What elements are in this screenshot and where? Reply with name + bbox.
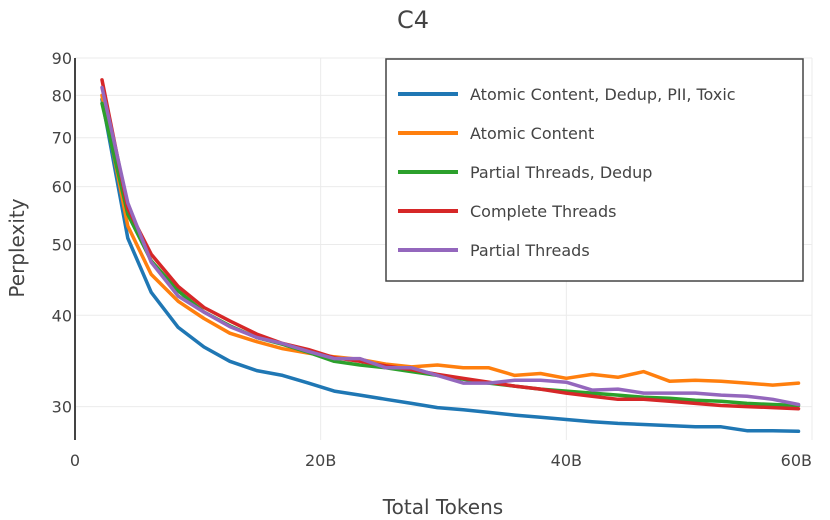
x-tick-label: 60B: [781, 451, 812, 470]
legend-entry-3: Complete Threads: [470, 202, 616, 221]
y-tick-label: 40: [52, 306, 72, 325]
legend-entry-4: Partial Threads: [470, 241, 590, 260]
chart-title: C4: [397, 6, 429, 34]
legend-entry-1: Atomic Content: [470, 124, 594, 143]
legend: Atomic Content, Dedup, PII, Toxic Atomic …: [385, 58, 804, 282]
series-lines: [100, 78, 801, 434]
y-tick-label: 70: [52, 129, 72, 148]
tick-labels: 30 40 50 60 70 80 90 0 20B 40B 60B: [52, 49, 812, 470]
x-axis-label: Total Tokens: [382, 495, 503, 519]
y-tick-label: 30: [52, 398, 72, 417]
x-tick-label: 40B: [551, 451, 582, 470]
x-tick-label: 0: [70, 451, 80, 470]
series-line-3: [100, 78, 801, 411]
series-line-4: [100, 85, 801, 407]
legend-entry-0: Atomic Content, Dedup, PII, Toxic: [470, 85, 736, 104]
y-tick-label: 50: [52, 235, 72, 254]
y-axis-label: Perplexity: [5, 198, 29, 297]
y-tick-label: 60: [52, 178, 72, 197]
x-tick-label: 20B: [305, 451, 336, 470]
y-tick-label: 80: [52, 86, 72, 105]
series-line-1: [100, 93, 801, 387]
legend-entry-2: Partial Threads, Dedup: [470, 163, 652, 182]
y-tick-label: 90: [52, 49, 72, 68]
series-line-0: [100, 97, 801, 434]
